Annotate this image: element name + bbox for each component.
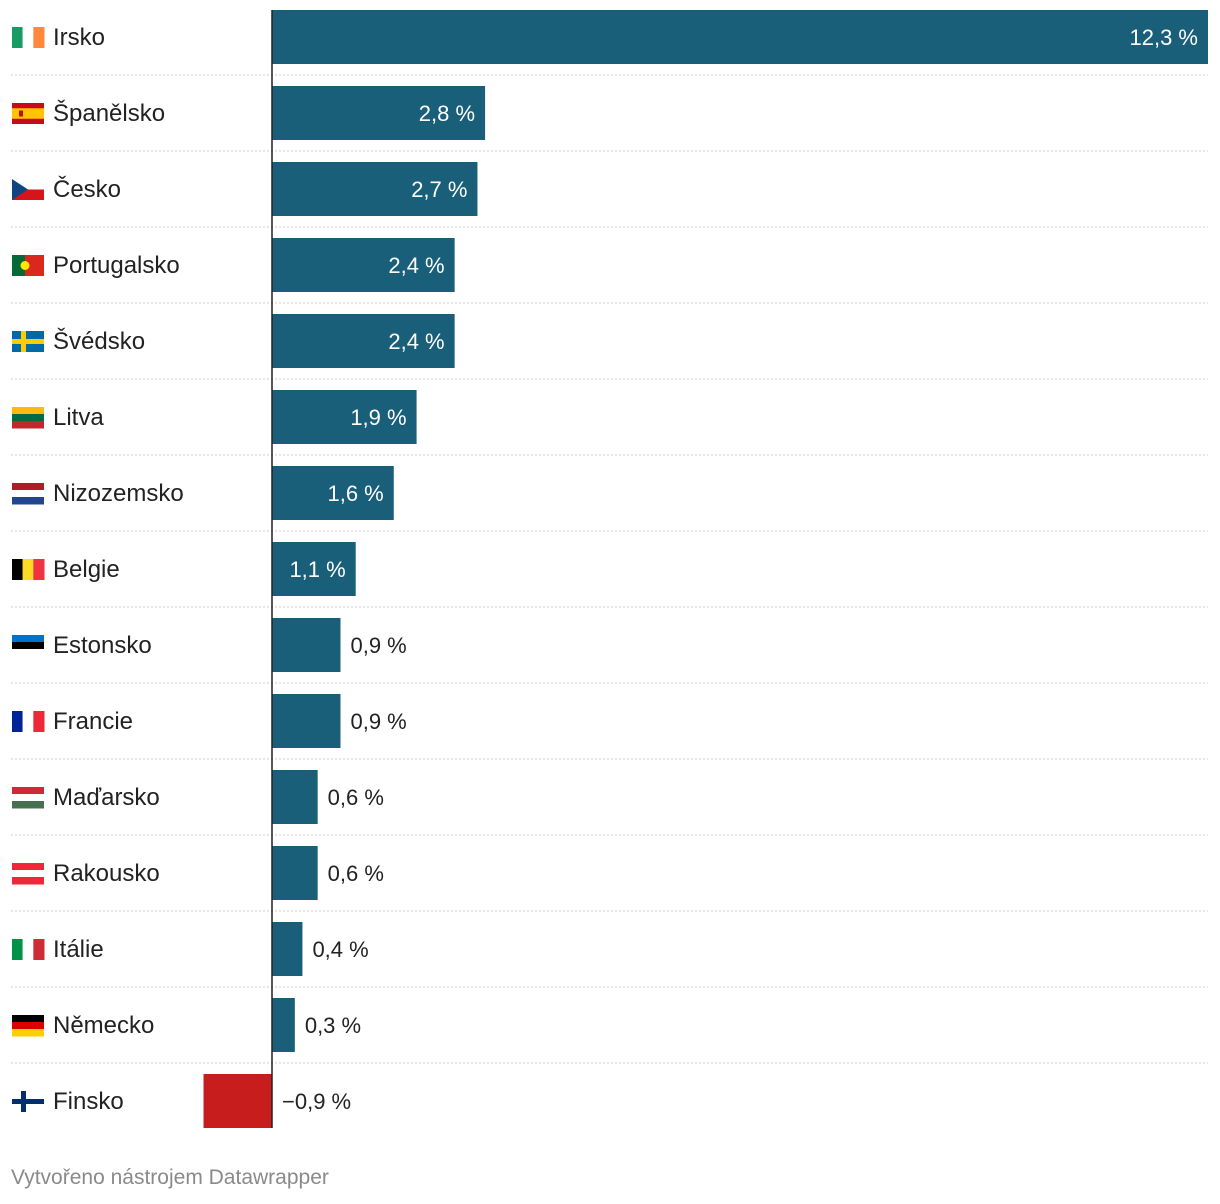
value-label: 1,6 % <box>327 481 383 506</box>
value-label: 0,6 % <box>328 785 384 810</box>
bar <box>272 466 394 520</box>
category-label: Belgie <box>53 556 120 583</box>
value-label: 0,6 % <box>328 861 384 886</box>
category-label: Rakousko <box>53 860 160 887</box>
hungary-flag-icon <box>12 787 44 809</box>
category-label: Německo <box>53 1012 154 1039</box>
bar <box>272 390 417 444</box>
spain-flag-icon <box>12 103 44 124</box>
category-label: Nizozemsko <box>53 480 184 507</box>
italy-flag-icon <box>12 939 45 960</box>
bar <box>272 694 341 748</box>
value-label: 0,9 % <box>350 633 406 658</box>
value-label: −0,9 % <box>282 1089 351 1114</box>
value-label: 12,3 % <box>1130 25 1199 50</box>
category-label: Švédsko <box>53 327 145 355</box>
bar <box>272 846 318 900</box>
category-label: Portugalsko <box>53 252 180 279</box>
netherlands-flag-icon <box>12 483 44 505</box>
value-label: 2,8 % <box>419 101 475 126</box>
value-label: 0,4 % <box>312 937 368 962</box>
belgium-flag-icon <box>12 559 45 580</box>
category-label: Estonsko <box>53 632 152 659</box>
bar <box>272 542 356 596</box>
france-flag-icon <box>12 711 45 732</box>
bar <box>272 770 318 824</box>
category-label: Irsko <box>53 24 105 51</box>
value-label: 1,9 % <box>350 405 406 430</box>
czech-flag-icon <box>12 179 44 200</box>
sweden-flag-icon <box>12 331 44 352</box>
value-label: 0,3 % <box>305 1013 361 1038</box>
bar <box>272 998 295 1052</box>
bar <box>272 922 303 976</box>
bar-chart: Irsko 12,3 % Španělsko 2,8 % Česko 2,7 % Portu… <box>11 10 1208 1128</box>
lithuania-flag-icon <box>12 407 44 429</box>
datawrapper-credit: Vytvořeno nástrojem Datawrapper <box>11 1166 329 1189</box>
category-label: Španělsko <box>53 99 165 127</box>
bar <box>272 238 455 292</box>
bar <box>272 86 486 140</box>
category-label: Finsko <box>53 1088 124 1115</box>
category-label: Maďarsko <box>53 784 160 811</box>
category-label: Česko <box>53 175 121 203</box>
category-label: Francie <box>53 708 133 735</box>
ireland-flag-icon <box>12 27 45 48</box>
estonia-flag-icon <box>12 635 44 657</box>
austria-flag-icon <box>12 863 44 885</box>
bar <box>272 618 341 672</box>
value-label: 2,7 % <box>411 177 467 202</box>
portugal-flag-icon <box>12 255 44 276</box>
value-label: 0,9 % <box>350 709 406 734</box>
value-label: 1,1 % <box>289 557 345 582</box>
value-label: 2,4 % <box>388 253 444 278</box>
germany-flag-icon <box>12 1015 44 1037</box>
category-label: Itálie <box>53 936 104 963</box>
bar <box>272 314 455 368</box>
value-label: 2,4 % <box>388 329 444 354</box>
finland-flag-icon <box>12 1091 44 1112</box>
category-label: Litva <box>53 404 104 431</box>
bar <box>203 1074 272 1128</box>
bar <box>272 10 1208 64</box>
bar <box>272 162 478 216</box>
